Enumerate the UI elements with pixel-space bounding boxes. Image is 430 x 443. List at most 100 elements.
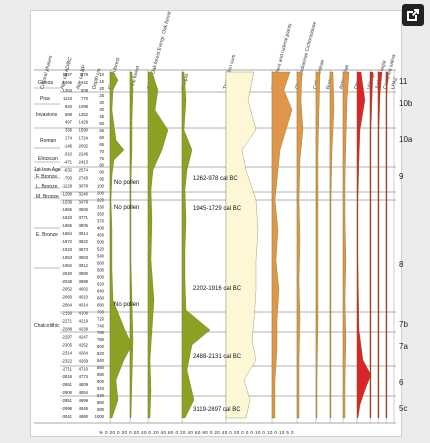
age-ad-tick: 1627: [63, 72, 73, 77]
age-ad-tick: -2271: [61, 319, 72, 324]
age-bp-tick: 4014: [79, 303, 89, 308]
depth-tick: 20: [99, 86, 104, 91]
age-ad-tick: -2064: [61, 303, 72, 308]
date-label: 1945-1729 cal BC: [193, 206, 242, 212]
age-ad-tick: -310: [64, 152, 73, 157]
age-ad-tick: 659: [65, 112, 73, 117]
age-ad-tick: -1864: [61, 231, 72, 236]
depth-tick: 820: [97, 351, 105, 356]
oak-curve: [147, 71, 169, 419]
age-bp-tick: 3822: [79, 239, 89, 244]
age-bp-tick: 4990: [79, 414, 89, 419]
age-bp-tick: 4269: [79, 358, 89, 363]
age-ad-tick: -2996: [61, 406, 72, 411]
depth-tick: 840: [97, 358, 105, 363]
age-bp-tick: 4106: [79, 311, 89, 316]
age-ad-tick: -2052: [61, 287, 72, 292]
date-label: 3119-2897 cal BC: [193, 407, 241, 413]
depth-tick: 30: [99, 100, 104, 105]
zone-label: 7a: [399, 342, 408, 351]
age-ad-tick: -1872: [61, 239, 72, 244]
age-ad-tick: -2711: [62, 366, 73, 371]
depth-tick: 620: [97, 281, 105, 286]
depth-tick: 860: [97, 365, 105, 370]
zone-label: 11: [399, 77, 408, 86]
age-ad-tick: 1143: [63, 96, 73, 101]
rumex-curve: [329, 71, 335, 419]
age-ad-tick: -471: [64, 159, 73, 164]
date-label: 2202-1916 cal BC: [193, 286, 242, 292]
cheno-curve: [296, 71, 304, 419]
depth-tick: 660: [97, 295, 105, 300]
age-ad-tick: -2156: [61, 311, 72, 316]
depth-tick: 1000: [95, 414, 105, 419]
age-bp-tick: 2743: [79, 175, 89, 180]
depth-tick: 720: [97, 316, 105, 321]
depth-tick: 520: [97, 246, 105, 251]
cichor-curve: [315, 71, 321, 419]
phase-label: L. Bronze: [36, 184, 58, 190]
depth-tick: 200: [97, 191, 105, 196]
depth-tick: 70: [99, 149, 104, 154]
no-pollen-label: No pollen: [114, 302, 140, 308]
age-bp-tick: 3240: [79, 191, 89, 196]
date-label: 2488-2131 cal BC: [193, 354, 242, 360]
depth-tick: 80: [99, 163, 104, 168]
age-ad-tick: 820: [65, 104, 73, 109]
zone-label: 10b: [399, 99, 413, 108]
depth-tick: 65: [99, 142, 104, 147]
open-external-icon[interactable]: [402, 4, 424, 26]
depth-tick: 450: [97, 233, 105, 238]
age-ad-tick: -2297: [61, 334, 72, 339]
age-ad-tick: -146: [64, 144, 73, 149]
age-ad-tick: -1128: [62, 183, 73, 188]
age-ad-tick: -2288: [61, 327, 72, 332]
depth-tick: 940: [97, 393, 105, 398]
depth-tick: 25: [99, 93, 104, 98]
depth-tick: 800: [97, 344, 105, 349]
zone-label: 5c: [399, 404, 408, 413]
age-bp-tick: 1098: [79, 104, 89, 109]
date-label: 1262-978 cal BC: [193, 176, 238, 182]
axis-ticks: % 0 20 0 20 0 20 40 0 20 40 60 0 20 40 6…: [99, 430, 294, 435]
age-bp-tick: 3078: [79, 183, 89, 188]
age-ad-tick: -1962: [61, 263, 72, 268]
depth-tick: 55: [99, 128, 104, 133]
depth-tick: 330: [97, 205, 105, 210]
asteraceae-curve: [342, 71, 350, 419]
no-pollen-label: No pollen: [114, 180, 140, 186]
age-bp-tick: 4710: [79, 366, 89, 371]
age-bp-tick: 1724: [79, 136, 89, 141]
depth-tick: 740: [97, 323, 105, 328]
age-bp-tick: 608: [81, 88, 89, 93]
age-bp-tick: 3990: [79, 271, 89, 276]
age-ad-tick: 497: [65, 120, 73, 125]
castanea-curve: [385, 71, 389, 419]
riparian-curve: [109, 71, 133, 419]
age-ad-tick: -2314: [61, 350, 72, 355]
depth-tick: 45: [99, 114, 104, 119]
depth-tick: 560: [97, 260, 105, 265]
age-ad-tick: 1304: [63, 88, 73, 93]
age-ad-tick: -2951: [61, 398, 72, 403]
phase-label: Roman: [40, 138, 57, 144]
age-ad-tick: -2816: [61, 374, 72, 379]
depth-tick: 500: [97, 240, 105, 245]
depth-tick: 100: [97, 184, 105, 189]
vitis-curve: [369, 71, 374, 419]
no-pollen-label: No pollen: [114, 205, 140, 211]
depth-tick: 920: [97, 386, 105, 391]
age-bp-tick: 2413: [79, 159, 89, 164]
age-ad-tick: 1466: [63, 80, 73, 85]
depth-tick: 75: [99, 156, 104, 161]
age-bp-tick: 3903: [79, 255, 89, 260]
age-bp-tick: 4899: [79, 398, 89, 403]
depth-tick: 900: [97, 379, 105, 384]
depth-tick: 780: [97, 337, 105, 342]
depth-tick: 350: [97, 212, 105, 217]
age-bp-tick: 3912: [79, 263, 89, 268]
age-bp-tick: 3814: [79, 231, 89, 236]
age-bp-tick: 4945: [79, 406, 89, 411]
age-ad-tick: -1923: [61, 247, 72, 252]
